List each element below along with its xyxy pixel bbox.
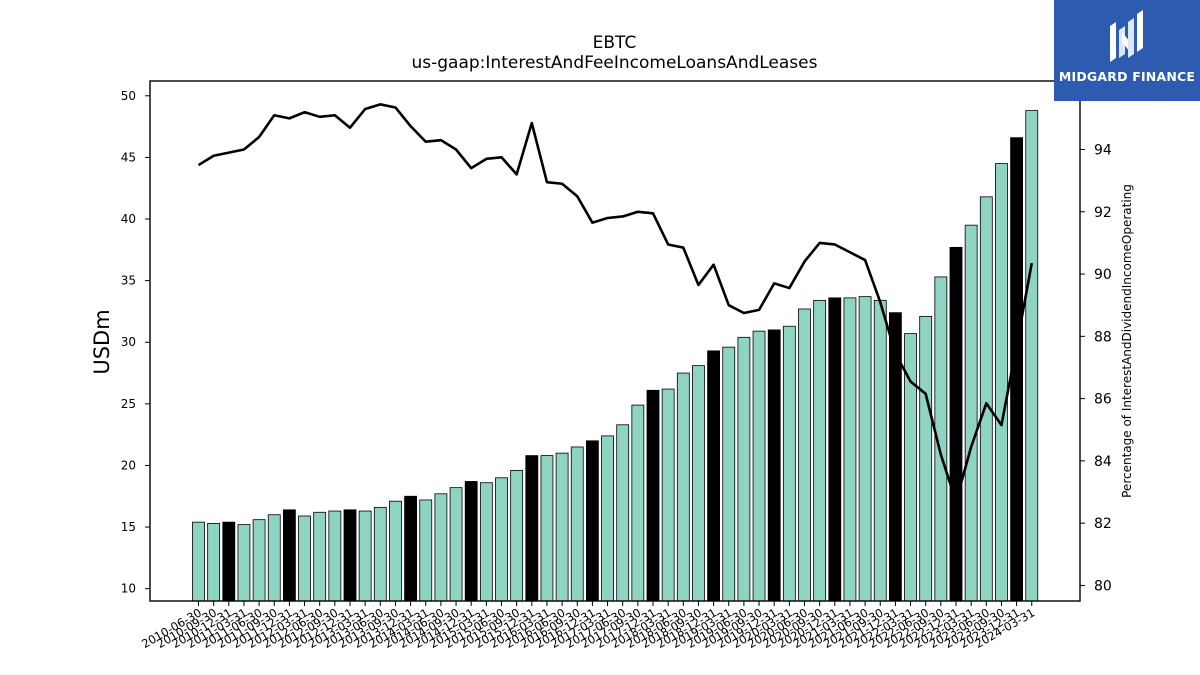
y-tick-label: 20 [121, 458, 136, 472]
bar-2010-09-30 [207, 522, 221, 602]
chart-title: EBTC [592, 33, 637, 53]
y-tick-label: 25 [121, 397, 136, 411]
bar-2016-03-31 [540, 455, 554, 602]
bar-2014-09-30 [449, 487, 463, 602]
y2-tick-label: 88 [1094, 329, 1112, 345]
bar-2011-12-31 [282, 509, 296, 602]
y-tick-label: 15 [121, 520, 136, 534]
bar-2020-12-31 [828, 297, 842, 602]
bar-2019-06-30 [737, 336, 751, 602]
bar-2011-03-31 [237, 524, 251, 602]
y-tick-label: 35 [121, 274, 136, 288]
bar-2019-09-30 [752, 330, 766, 602]
y-tick-label: 50 [121, 89, 136, 103]
bar-2017-06-30 [616, 424, 630, 602]
bar-2011-06-30 [252, 519, 266, 602]
bar-2012-09-30 [328, 510, 342, 602]
bar-2023-06-30 [979, 196, 993, 602]
y-tick-label: 10 [121, 582, 136, 596]
bar-2010-12-31 [222, 521, 236, 602]
bar-2015-03-31 [479, 482, 493, 602]
bar-2018-03-31 [661, 388, 675, 602]
chart-subtitle: us-gaap:InterestAndFeeIncomeLoansAndLeas… [411, 53, 818, 73]
bar-2022-12-31 [949, 246, 963, 602]
bar-2021-09-30 [873, 299, 887, 602]
y2-tick-label: 92 [1094, 205, 1112, 221]
bar-2014-06-30 [434, 493, 448, 602]
y2-tick-label: 90 [1094, 267, 1112, 283]
y2-tick-label: 82 [1094, 516, 1112, 532]
bar-2013-12-31 [404, 495, 418, 602]
bar-2023-03-31 [964, 224, 978, 602]
y-tick-label: 30 [121, 335, 136, 349]
y2-tick-label: 86 [1094, 392, 1112, 408]
midgard-logo-icon [1110, 10, 1143, 62]
bar-2017-03-31 [601, 435, 614, 602]
bar-2020-09-30 [813, 299, 827, 602]
bar-2011-09-30 [267, 514, 281, 602]
bar-2015-06-30 [495, 477, 508, 602]
bar-2024-03-31 [1025, 110, 1039, 602]
bar-2016-06-30 [555, 452, 569, 602]
bar-2019-03-31 [722, 346, 736, 602]
bar-2018-06-30 [676, 372, 690, 602]
y-tick-label: 45 [121, 150, 136, 164]
bar-2015-12-31 [525, 455, 539, 602]
bar-2016-12-31 [586, 440, 599, 602]
logo-text: MIDGARD FINANCE [1058, 69, 1196, 84]
brand-logo: MIDGARD FINANCE [1054, 0, 1200, 101]
plot-frame [149, 80, 1081, 602]
y2-axis-label: Percentage of InterestAndDividendIncomeO… [1120, 184, 1134, 498]
bar-2018-09-30 [692, 365, 705, 602]
y2-tick-label: 94 [1094, 143, 1112, 159]
y2-tick-label: 80 [1094, 578, 1112, 594]
bar-2013-09-30 [389, 500, 402, 602]
bar-2015-09-30 [510, 469, 524, 602]
bar-2017-09-30 [631, 404, 645, 602]
bar-2012-12-31 [343, 509, 357, 602]
bar-2010-06-30 [192, 521, 205, 602]
bar-2022-06-30 [919, 315, 933, 602]
bar-2017-12-31 [646, 389, 660, 602]
bar-2014-12-31 [464, 481, 478, 602]
bar-2013-06-30 [373, 506, 387, 602]
bar-2021-03-31 [843, 297, 857, 602]
bar-2013-03-31 [358, 510, 372, 602]
bar-2019-12-31 [767, 329, 781, 602]
bar-2012-03-31 [298, 515, 311, 602]
bar-2020-06-30 [798, 308, 811, 602]
bar-2014-03-31 [419, 499, 433, 602]
y-tick-label: 40 [121, 212, 136, 226]
y-axis-label: USDm [90, 309, 114, 374]
bar-2020-03-31 [782, 325, 796, 602]
y2-tick-label: 84 [1094, 454, 1112, 470]
bar-2016-09-30 [570, 446, 584, 602]
bar-2012-06-30 [313, 511, 327, 602]
line-series-percentage [197, 103, 1034, 503]
bar-2021-06-30 [858, 296, 872, 602]
bar-2018-12-31 [707, 350, 720, 602]
bar-2023-09-30 [995, 163, 1008, 602]
